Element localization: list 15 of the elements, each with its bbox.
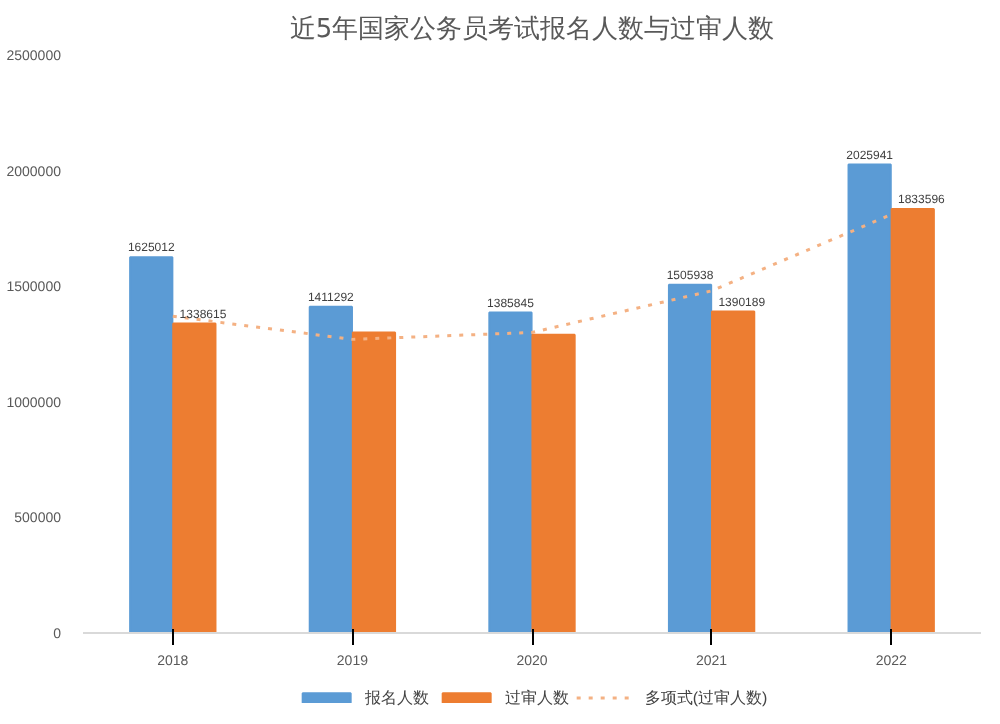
bar bbox=[667, 283, 713, 633]
bar bbox=[129, 256, 174, 633]
legend-label: 多项式(过审人数) bbox=[644, 686, 768, 708]
bar bbox=[308, 305, 353, 633]
bar bbox=[488, 311, 533, 633]
bar bbox=[711, 310, 756, 633]
bar bbox=[351, 331, 397, 633]
line-series bbox=[171, 213, 893, 341]
legend-label: 报名人数 bbox=[364, 686, 429, 708]
bar bbox=[172, 322, 217, 633]
bar bbox=[531, 333, 576, 633]
chart-title: 近5年国家公务员考试报名人数与过审人数 bbox=[289, 13, 775, 45]
legend-label: 过审人数 bbox=[504, 686, 569, 708]
bar bbox=[847, 163, 892, 633]
bar bbox=[890, 208, 935, 633]
